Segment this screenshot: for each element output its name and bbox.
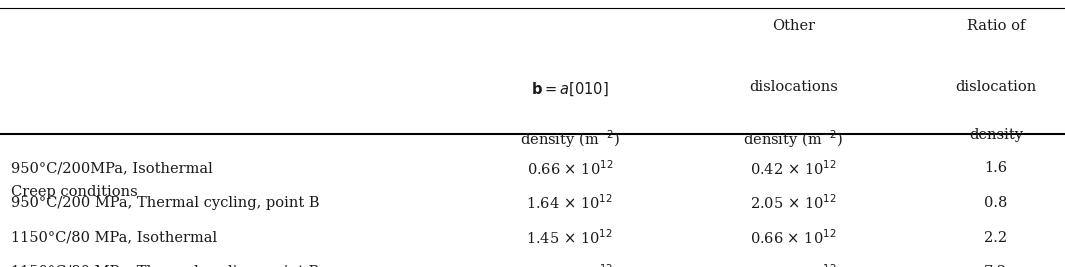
Text: $\mathbf{b} = a[010]$: $\mathbf{b} = a[010]$ [531,80,608,97]
Text: density: density [969,128,1022,142]
Text: density (m$^{-2}$): density (m$^{-2}$) [743,128,843,150]
Text: 1150°C/80 MPa, Thermal cycling, point B: 1150°C/80 MPa, Thermal cycling, point B [11,265,318,267]
Text: 1.6: 1.6 [984,161,1007,175]
Text: 1.64 $\times$ 10$^{12}$: 1.64 $\times$ 10$^{12}$ [526,194,613,212]
Text: Creep conditions: Creep conditions [11,185,137,199]
Text: 0.66 $\times$ 10$^{12}$: 0.66 $\times$ 10$^{12}$ [750,228,837,247]
Text: 7.2: 7.2 [984,265,1007,267]
Text: 1.45 $\times$ 10$^{12}$: 1.45 $\times$ 10$^{12}$ [526,228,613,247]
Text: Ratio of: Ratio of [967,19,1025,33]
Text: 1150°C/80 MPa, Isothermal: 1150°C/80 MPa, Isothermal [11,231,217,245]
Text: 0.66 $\times$ 10$^{12}$: 0.66 $\times$ 10$^{12}$ [526,159,613,178]
Text: 2.05 $\times$ 10$^{12}$: 2.05 $\times$ 10$^{12}$ [750,194,837,212]
Text: 0.22 $\times$ 10$^{12}$: 0.22 $\times$ 10$^{12}$ [750,263,837,267]
Text: 2.2: 2.2 [984,231,1007,245]
Text: 0.42 $\times$ 10$^{12}$: 0.42 $\times$ 10$^{12}$ [750,159,837,178]
Text: 1.59 $\times$ 10$^{12}$: 1.59 $\times$ 10$^{12}$ [526,263,613,267]
Text: 950°C/200MPa, Isothermal: 950°C/200MPa, Isothermal [11,161,212,175]
Text: dislocations: dislocations [749,80,838,94]
Text: 950°C/200 MPa, Thermal cycling, point B: 950°C/200 MPa, Thermal cycling, point B [11,196,319,210]
Text: density (m$^{-2}$): density (m$^{-2}$) [520,128,620,150]
Text: dislocation: dislocation [955,80,1036,94]
Text: Other: Other [772,19,815,33]
Text: 0.8: 0.8 [984,196,1007,210]
